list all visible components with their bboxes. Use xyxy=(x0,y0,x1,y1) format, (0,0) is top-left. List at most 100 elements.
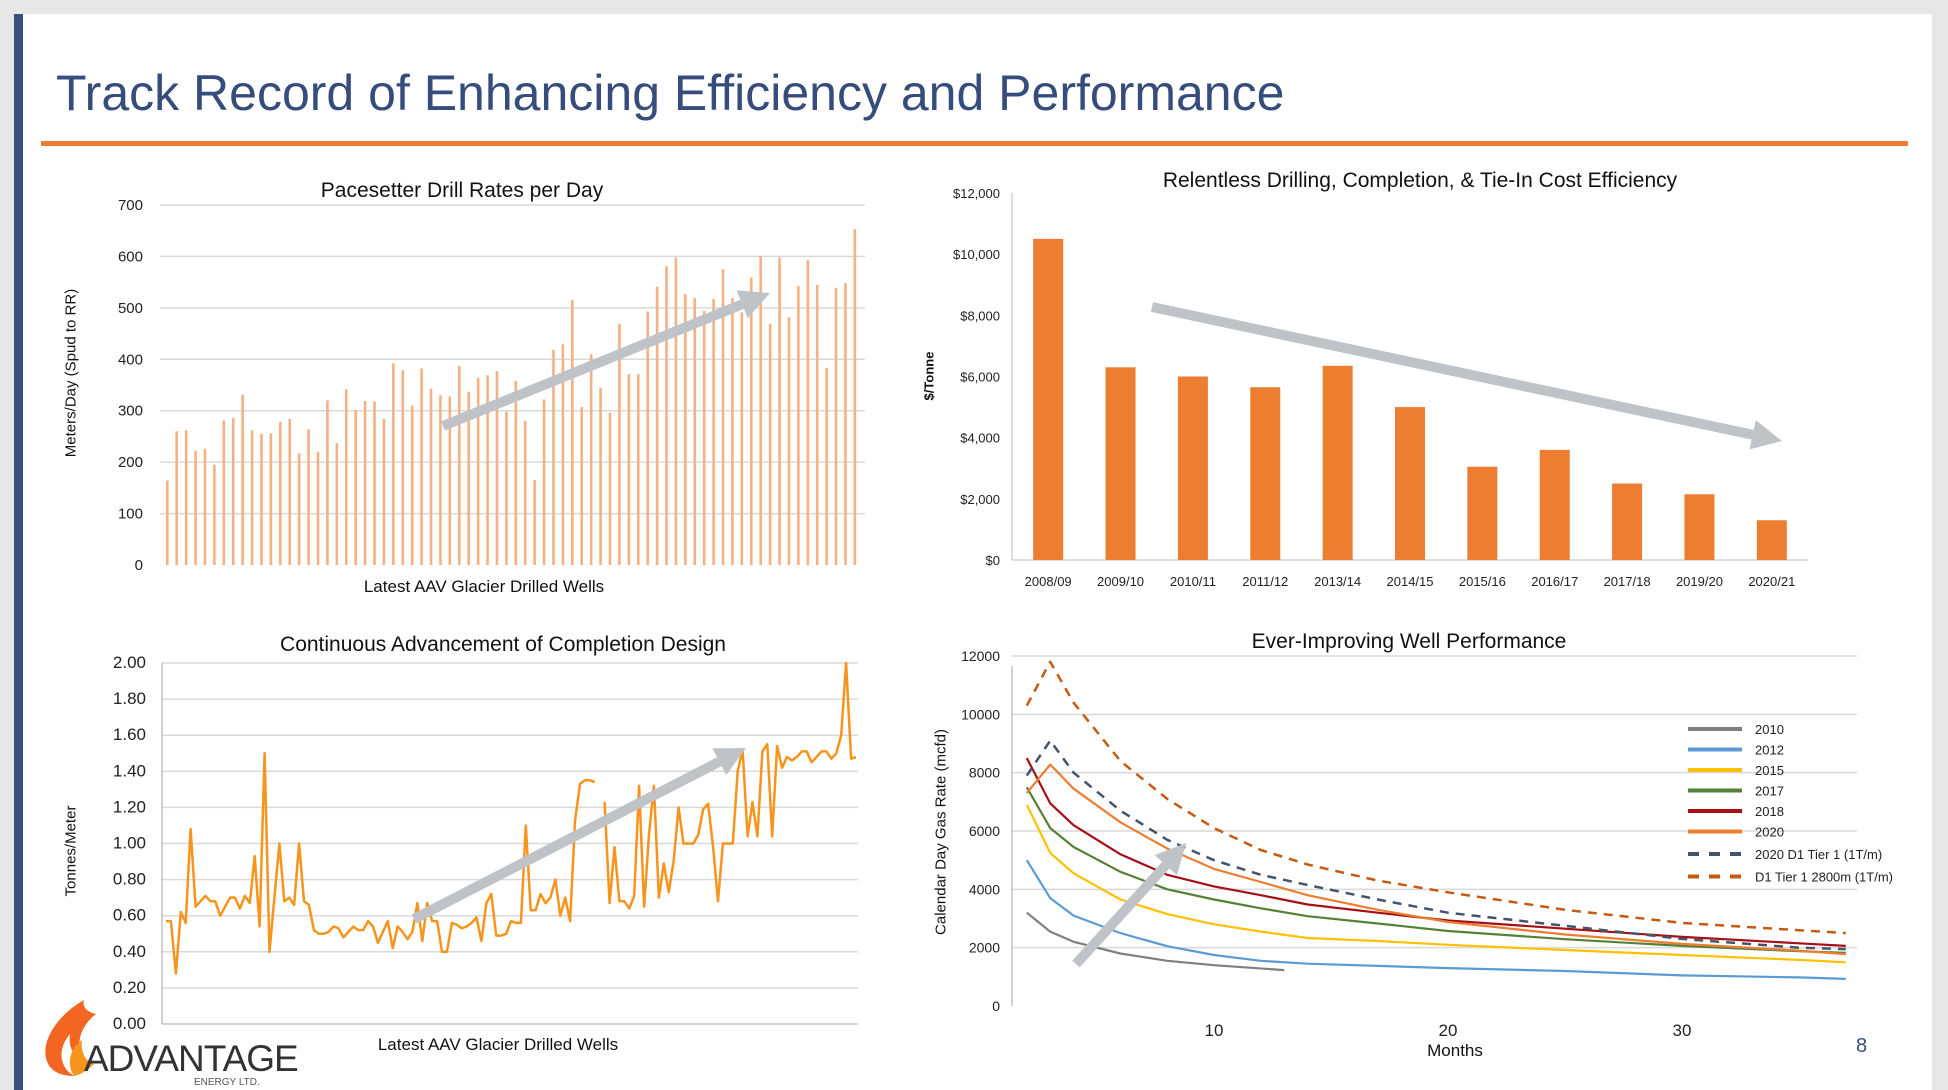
legend-label: D1 Tier 1 2800m (1T/m) xyxy=(1755,870,1893,885)
x-tick-label: 10 xyxy=(1205,1021,1224,1040)
y-tick-label: $12,000 xyxy=(953,186,1000,201)
series-line-2012 xyxy=(1025,859,1846,980)
bar xyxy=(815,284,819,565)
bar xyxy=(297,453,301,565)
bar xyxy=(731,298,734,565)
bar xyxy=(533,480,536,565)
bar xyxy=(655,286,659,565)
trend-arrow-icon xyxy=(1072,843,1186,968)
x-tick-label: 2008/09 xyxy=(1025,574,1072,589)
bar xyxy=(1684,494,1715,560)
y-tick-label: $2,000 xyxy=(960,492,1000,507)
bar xyxy=(467,391,471,565)
y-tick-label: 2.00 xyxy=(113,653,146,672)
trend-arrow-shaft xyxy=(411,757,722,924)
trend-arrow-shaft xyxy=(1072,861,1170,968)
bar xyxy=(759,255,762,565)
bar xyxy=(222,420,226,565)
bar xyxy=(231,417,235,565)
legend-label: 2020 D1 Tier 1 (1T/m) xyxy=(1755,847,1882,862)
bar xyxy=(514,380,518,565)
trend-arrow-icon xyxy=(1150,302,1782,450)
bar xyxy=(410,405,414,565)
y-tick-label: 200 xyxy=(118,454,143,471)
trend-arrow-head xyxy=(712,748,746,776)
bar xyxy=(269,433,273,565)
bar xyxy=(1105,367,1136,560)
bar xyxy=(203,448,207,565)
bar xyxy=(260,433,263,565)
bar xyxy=(392,363,395,565)
bar xyxy=(373,401,376,565)
trend-arrow-icon xyxy=(411,748,746,924)
bar xyxy=(853,229,857,565)
y-tick-label: $8,000 xyxy=(960,308,1000,323)
bar xyxy=(561,344,565,565)
logo-wordmark: ADVANTAGE xyxy=(84,1038,299,1079)
y-tick-label: 0.00 xyxy=(113,1014,146,1033)
bar xyxy=(1250,387,1281,560)
bar xyxy=(344,389,348,565)
y-tick-label: 1.40 xyxy=(113,761,146,780)
slide-accent-bar xyxy=(14,14,23,1090)
x-tick-label: 2014/15 xyxy=(1387,574,1434,589)
y-tick-label: 500 xyxy=(118,300,143,317)
bar xyxy=(495,371,499,565)
chart4-title: Ever-Improving Well Performance xyxy=(1251,630,1567,653)
bar xyxy=(787,317,791,565)
y-tick-label: 1.20 xyxy=(113,797,146,816)
trend-arrow-shaft xyxy=(441,299,745,431)
bar xyxy=(749,277,753,565)
y-tick-label: 12000 xyxy=(961,648,1000,664)
x-tick-label: 2016/17 xyxy=(1531,574,1578,589)
y-tick-label: $6,000 xyxy=(960,370,1000,385)
x-tick-label: 2019/20 xyxy=(1676,574,1723,589)
y-tick-label: 400 xyxy=(118,351,143,368)
x-tick-label: 2015/16 xyxy=(1459,574,1506,589)
bar xyxy=(674,257,678,565)
data-line xyxy=(166,661,857,975)
bar xyxy=(702,310,706,565)
x-tick-label: 2017/18 xyxy=(1604,574,1651,589)
bar xyxy=(684,293,687,565)
bar xyxy=(194,450,197,565)
bar xyxy=(580,407,584,565)
y-tick-label: 1.00 xyxy=(113,834,146,853)
chart3-title: Continuous Advancement of Completion Des… xyxy=(280,633,726,656)
chart1-xlabel: Latest AAV Glacier Drilled Wells xyxy=(363,577,605,596)
bar xyxy=(326,400,329,565)
logo-subtitle: ENERGY LTD. xyxy=(194,1077,260,1088)
y-tick-label: 100 xyxy=(118,506,143,523)
bar xyxy=(844,283,847,565)
bar xyxy=(778,257,781,565)
bar xyxy=(335,443,339,565)
y-tick-label: $4,000 xyxy=(960,431,1000,446)
trend-arrow-shaft xyxy=(1150,302,1754,440)
y-tick-label: 300 xyxy=(118,403,143,420)
bar xyxy=(184,430,188,565)
bar xyxy=(1033,238,1064,560)
bar xyxy=(1539,449,1570,560)
bar xyxy=(740,312,744,565)
trend-arrow-head xyxy=(736,290,770,319)
bar xyxy=(693,298,697,565)
bar xyxy=(712,299,715,565)
trend-arrow-head xyxy=(1749,420,1782,450)
bar xyxy=(166,480,169,565)
bar xyxy=(636,374,640,565)
bar xyxy=(457,365,461,565)
bar xyxy=(1467,466,1498,560)
bar xyxy=(1756,520,1787,560)
bar xyxy=(1395,407,1425,560)
bar xyxy=(363,400,367,565)
y-tick-label: 0.80 xyxy=(113,870,146,889)
y-tick-label: 600 xyxy=(118,248,143,265)
chart4-xlabel: Months xyxy=(1427,1041,1483,1060)
bar xyxy=(806,260,810,565)
series-line-2017 xyxy=(1025,786,1846,954)
bar xyxy=(1322,365,1353,560)
bar xyxy=(175,431,179,565)
y-tick-label: 1.60 xyxy=(113,725,146,744)
legend-label: 2017 xyxy=(1755,784,1784,799)
